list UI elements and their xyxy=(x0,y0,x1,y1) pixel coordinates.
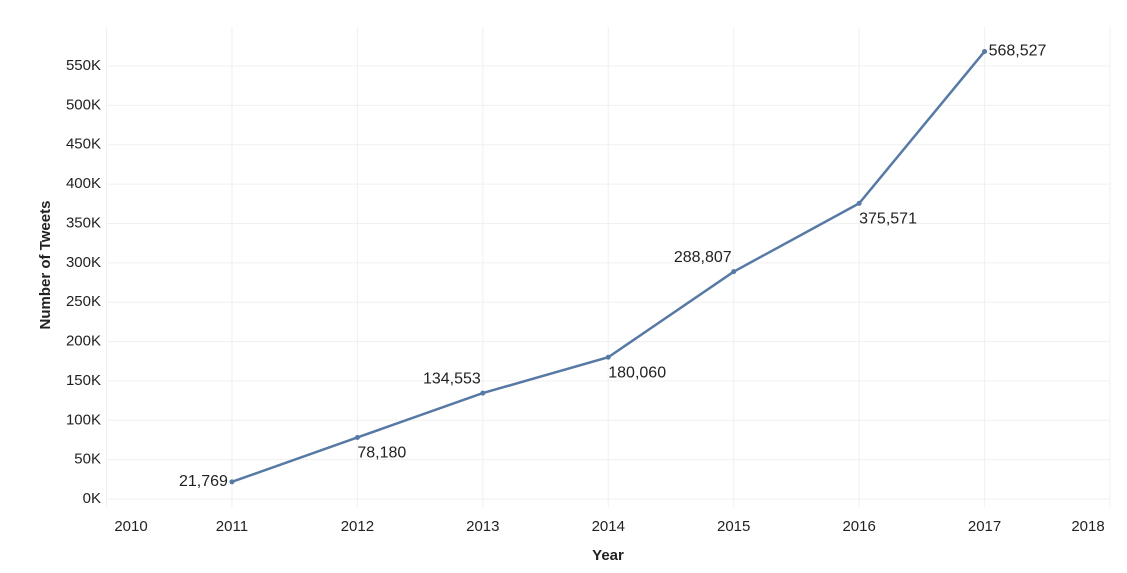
data-point xyxy=(229,479,235,485)
data-point xyxy=(354,434,360,440)
y-tick-label: 400K xyxy=(66,175,101,192)
y-tick-label: 300K xyxy=(66,254,101,271)
data-label: 134,553 xyxy=(423,370,481,387)
y-tick-label: 200K xyxy=(66,333,101,350)
x-tick-label: 2018 xyxy=(1071,518,1104,535)
data-point xyxy=(480,390,486,396)
y-tick-label: 500K xyxy=(66,96,101,113)
data-point xyxy=(731,269,737,275)
y-tick-label: 100K xyxy=(66,411,101,428)
y-tick-label: 350K xyxy=(66,214,101,231)
data-label: 21,769 xyxy=(179,473,228,490)
data-label: 375,571 xyxy=(859,211,917,228)
y-axis-title: Number of Tweets xyxy=(37,201,54,330)
data-point xyxy=(982,48,988,54)
x-tick-label: 2011 xyxy=(216,518,248,535)
data-label: 288,807 xyxy=(674,249,732,266)
x-tick-label: 2012 xyxy=(341,518,374,535)
data-point xyxy=(856,200,862,206)
y-tick-label: 250K xyxy=(66,293,101,310)
x-axis-title: Year xyxy=(592,547,624,564)
x-tick-label: 2010 xyxy=(114,518,147,535)
y-tick-label: 550K xyxy=(66,57,101,74)
data-label: 78,180 xyxy=(357,445,406,462)
x-tick-label: 2014 xyxy=(592,518,625,535)
data-point xyxy=(605,354,611,360)
x-tick-label: 2013 xyxy=(466,518,499,535)
y-tick-label: 50K xyxy=(74,451,101,468)
y-tick-label: 150K xyxy=(66,372,101,389)
data-label: 568,527 xyxy=(989,43,1047,60)
y-tick-label: 450K xyxy=(66,136,101,153)
x-tick-label: 2016 xyxy=(842,518,875,535)
x-tick-label: 2015 xyxy=(717,518,750,535)
data-label: 180,060 xyxy=(608,364,666,381)
x-tick-label: 2017 xyxy=(968,518,1001,535)
y-tick-label: 0K xyxy=(83,490,101,507)
